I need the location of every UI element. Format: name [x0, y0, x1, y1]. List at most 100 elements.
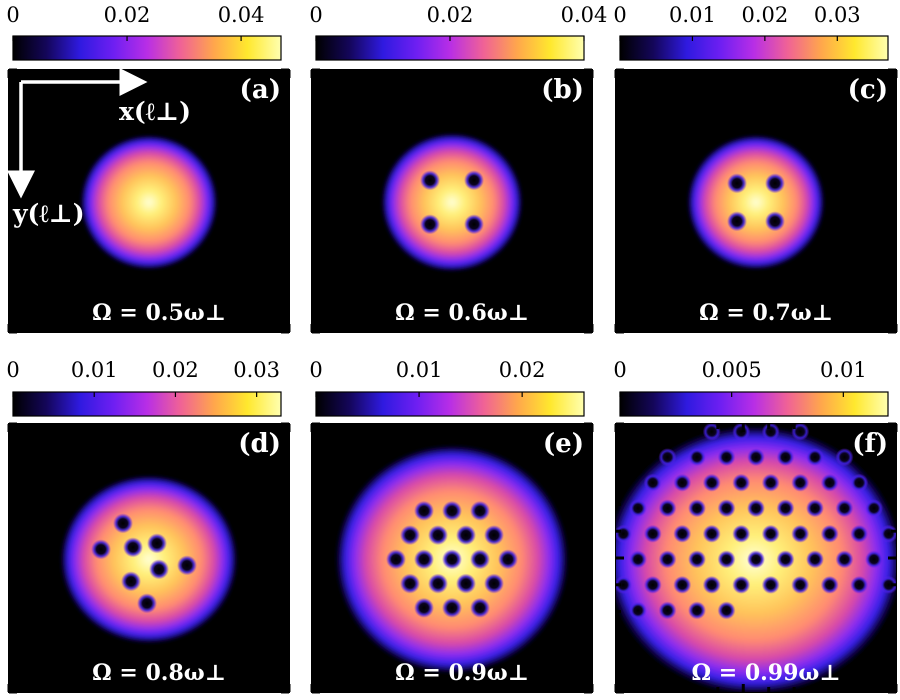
- heatmap: [382, 133, 522, 271]
- vortex-core: [400, 525, 420, 546]
- vortex-core: [850, 575, 869, 594]
- vortex-core: [776, 550, 795, 569]
- vortex-core: [456, 573, 476, 594]
- vortex-core: [673, 575, 692, 594]
- vortex-core: [428, 573, 448, 594]
- colorbar-tick-label: 0.01: [669, 3, 716, 27]
- density-blob: [61, 475, 237, 643]
- colorbar: [619, 35, 889, 61]
- vortex-core: [484, 525, 504, 546]
- vortex-core: [673, 524, 692, 543]
- vortex-core: [791, 524, 810, 543]
- vortex-core: [702, 424, 721, 441]
- vortex-core: [123, 537, 143, 558]
- vortex-core: [717, 499, 736, 518]
- vortex-core: [765, 211, 785, 232]
- vortex-core: [806, 550, 824, 569]
- colorbar-tick-label: 0.01: [71, 358, 118, 382]
- colorbar-tick-label: 0.02: [152, 358, 199, 382]
- vortex-core: [791, 424, 810, 441]
- colorbar-tick-label: 0: [6, 358, 19, 382]
- vortex-core: [850, 473, 869, 492]
- vortex-core: [717, 448, 736, 467]
- colorbar: [12, 35, 282, 61]
- vortex-core: [616, 524, 633, 543]
- vortex-core: [688, 550, 706, 569]
- panel-label: (d): [238, 429, 281, 459]
- vortex-core: [149, 559, 169, 580]
- vortex-core: [177, 555, 197, 576]
- heatmap: [616, 424, 896, 692]
- vortex-core: [879, 524, 896, 543]
- vortex-core: [688, 499, 706, 518]
- vortex-core: [702, 575, 721, 594]
- panel-d: 0 0.01 0.02 0.03 (d) Ω = 0.8ω⊥: [6, 358, 291, 694]
- panel-label: (a): [240, 75, 281, 105]
- vortex-core: [91, 539, 111, 560]
- vortex-core: [414, 597, 434, 618]
- vortex-core: [702, 473, 721, 492]
- vortex-core: [761, 524, 780, 543]
- vortex-core: [113, 513, 133, 534]
- colorbar-tick-label: 0.03: [233, 358, 280, 382]
- vortex-core: [727, 211, 747, 232]
- vortex-core: [442, 549, 462, 570]
- vortex-core: [761, 424, 780, 441]
- heatmap: [81, 135, 217, 269]
- vortex-core: [747, 448, 765, 467]
- vortex-core: [747, 550, 765, 569]
- colorbar-tick-label: 0.01: [820, 358, 867, 382]
- vortex-core: [442, 500, 462, 521]
- vortex-core: [420, 170, 440, 191]
- vortex-core: [629, 550, 647, 569]
- vortex-core: [658, 448, 677, 467]
- vortex-core: [643, 524, 662, 543]
- vortex-core: [835, 499, 854, 518]
- panel-f: 0 0.005 0.01 (f) Ω = 0.99ω⊥: [613, 358, 898, 694]
- panel-label: (f): [852, 429, 888, 459]
- heatmap: [688, 135, 824, 269]
- vortex-core: [820, 524, 839, 543]
- colorbar: [315, 391, 585, 417]
- vortex-core: [121, 571, 141, 592]
- colorbar-tick-label: 0.02: [104, 3, 151, 27]
- panel-c: 0 0.01 0.02 0.03 (c) Ω = 0.7ω⊥: [613, 3, 898, 334]
- vortex-core: [702, 524, 721, 543]
- vortex-core: [732, 424, 751, 441]
- panel-e: 0 0.01 0.02 (e) Ω = 0.9ω⊥: [309, 358, 594, 694]
- colorbar: [619, 391, 889, 417]
- x-axis-label: x(ℓ⊥): [119, 97, 191, 126]
- vortex-core: [761, 575, 780, 594]
- omega-label: Ω = 0.7ω⊥: [699, 300, 833, 326]
- vortex-core: [776, 499, 795, 518]
- colorbar-tick-label: 0: [309, 3, 322, 27]
- vortex-core: [717, 601, 736, 620]
- vortex-core: [761, 473, 780, 492]
- vortex-core: [658, 499, 677, 518]
- colorbar-tick-label: 0.02: [427, 3, 474, 27]
- vortex-core: [806, 448, 824, 467]
- density-blob: [81, 135, 217, 269]
- vortex-core: [442, 597, 462, 618]
- vortex-core: [456, 525, 476, 546]
- vortex-core: [776, 448, 795, 467]
- vortex-core: [414, 549, 434, 570]
- colorbar-tick-label: 0.04: [561, 3, 608, 27]
- colorbar-tick-label: 0: [613, 3, 626, 27]
- vortex-core: [688, 601, 706, 620]
- colorbar-tick-label: 0: [6, 3, 19, 27]
- y-axis-label: y(ℓ⊥): [12, 199, 85, 228]
- density-blob: [688, 135, 824, 269]
- vortex-core: [629, 601, 647, 620]
- vortex-core: [820, 473, 839, 492]
- vortex-core: [464, 170, 484, 191]
- heatmap: [61, 475, 237, 643]
- omega-label: Ω = 0.8ω⊥: [92, 660, 226, 686]
- vortex-core: [470, 500, 490, 521]
- panel-label: (e): [543, 429, 584, 459]
- panels: 0 0.02 0.04 (a) Ω = 0.5ω⊥ x(ℓ⊥) y(ℓ⊥) 0 0.02 0.04…: [6, 3, 898, 694]
- vortex-core: [732, 575, 751, 594]
- colorbar-tick-label: 0.03: [814, 3, 861, 27]
- panel-label: (b): [541, 75, 584, 105]
- omega-label: Ω = 0.9ω⊥: [395, 660, 529, 686]
